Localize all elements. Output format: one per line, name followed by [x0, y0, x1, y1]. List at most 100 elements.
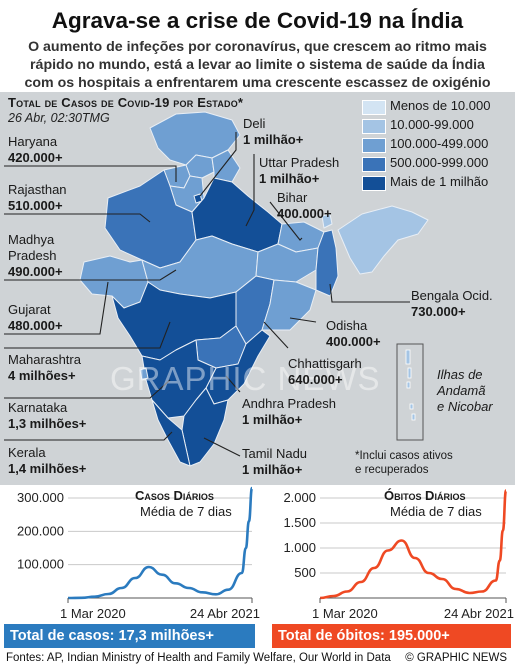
x-tick-label: 1 Mar 2020: [60, 606, 126, 621]
subtitle: O aumento de infeções por coronavírus, q…: [0, 38, 515, 92]
leader-lines: [4, 132, 410, 457]
y-tick-label: 300.000: [17, 490, 64, 505]
andaman-islands: [405, 349, 416, 421]
state-name: Bengala Ocid.: [411, 288, 493, 303]
subtitle-line: rápido no mundo, está a levar ao limite …: [30, 57, 485, 73]
state-name: Chhattisgarh: [288, 356, 362, 371]
legend-swatch: [362, 157, 386, 172]
state-jharkhand: [255, 243, 319, 283]
state-name: Kerala: [8, 445, 46, 460]
total-cases-bar: Total de casos: 17,3 milhões+: [4, 624, 255, 648]
label-gujarat: Gujarat 480.000+: [8, 302, 63, 334]
y-tick-label: 100.000: [17, 557, 64, 572]
leader-odisha: [289, 317, 317, 323]
state-goa: [139, 367, 149, 381]
label-madhya-pradesh: Madhya Pradesh 490.000+: [8, 232, 63, 280]
state-value: 1 milhão+: [243, 132, 304, 147]
y-tick-label: 500: [294, 565, 316, 580]
state-name: Karnataka: [8, 400, 68, 415]
leader-andhra-pradesh: [225, 375, 241, 393]
state-name: Uttar Pradesh: [259, 155, 340, 170]
footnote: *Inclui casos ativos e recuperados: [355, 449, 453, 477]
map-title: Total de Casos de Covid-19 por Estado*: [8, 95, 244, 110]
label-haryana: Haryana 420.000+: [8, 134, 63, 166]
leader-kerala: [4, 431, 173, 441]
andaman-label-line: Andamã: [437, 383, 486, 398]
label-bengala: Bengala Ocid. 730.000+: [411, 288, 493, 320]
state-name: Rajasthan: [8, 182, 67, 197]
state-value: 1 milhão+: [259, 171, 320, 186]
page-title: Agrava-se a crise de Covid-19 na Índia: [51, 8, 464, 33]
state-name: Madhya: [8, 232, 55, 247]
state-west-bengal: [315, 229, 339, 297]
y-tick-label: 2.000: [283, 490, 316, 505]
y-tick-label: 1.500: [283, 515, 316, 530]
state-value: 1,4 milhões+: [8, 461, 87, 476]
label-rajasthan: Rajasthan 510.000+: [8, 182, 67, 214]
state-value: 640.000+: [288, 372, 343, 387]
legend-label: Mais de 1 milhão: [390, 174, 489, 189]
y-tick-label: 200.000: [17, 523, 64, 538]
andaman-label-line: e Nicobar: [437, 399, 493, 414]
state-name: Deli: [243, 116, 266, 131]
x-tick-label: 1 Mar 2020: [312, 606, 378, 621]
state-name: Bihar: [277, 190, 308, 205]
subtitle-line: com os hospitais a enfrentarem uma cresc…: [24, 75, 491, 91]
leader-uttar-pradesh: [245, 154, 255, 227]
legend-swatch: [362, 100, 386, 115]
y-tick-label: 1.000: [283, 540, 316, 555]
label-uttar-pradesh: Uttar Pradesh 1 milhão+: [259, 155, 339, 187]
legend-swatch: [362, 176, 386, 191]
legend-label: Menos de 10.000: [390, 98, 491, 113]
state-name: Pradesh: [8, 248, 57, 263]
leader-karnataka: [4, 379, 171, 399]
legend-label: 10.000-99.000: [390, 117, 474, 132]
state-name: Haryana: [8, 134, 58, 149]
leader-haryana: [4, 165, 177, 182]
footnote-line: *Inclui casos ativos: [355, 450, 453, 462]
leader-bihar: [269, 201, 303, 241]
legend-item: 10.000-99.000: [355, 116, 505, 134]
map-date: 26 Abr, 02:30TMG: [8, 111, 110, 125]
leader-chhattisgarh: [263, 321, 289, 349]
series-line: [319, 489, 508, 600]
label-tamil-nadu: Tamil Nadu 1 milhão+: [242, 446, 307, 478]
legend-swatch: [362, 138, 386, 153]
andaman-label-line: Ilhas de: [437, 367, 483, 382]
brand-credit: © GRAPHIC NEWS: [405, 652, 507, 664]
sources: Fontes: AP, Indian Ministry of Health an…: [6, 652, 391, 664]
deaths-chart-title: Óbitos Diários: [384, 488, 466, 503]
leader-tamil-nadu: [203, 437, 241, 457]
state-value: 400.000+: [326, 334, 381, 349]
andaman-label: Ilhas de Andamã e Nicobar: [437, 367, 493, 415]
state-name: Gujarat: [8, 302, 51, 317]
cases-chart-title: Casos Diários: [135, 488, 214, 503]
label-andhra-pradesh: Andhra Pradesh 1 milhão+: [242, 396, 336, 428]
state-name: Tamil Nadu: [242, 446, 308, 461]
legend-label: 100.000-499.000: [390, 136, 489, 151]
leader-bengala: [329, 283, 410, 303]
state-value: 490.000+: [8, 264, 63, 279]
state-value: 4 milhões+: [8, 368, 76, 383]
label-kerala: Kerala 1,4 milhões+: [8, 445, 86, 477]
label-chhattisgarh: Chhattisgarh 640.000+: [288, 356, 362, 388]
deaths-chart: 500 1.000 1.500 2.000 1 Mar 2020 24 Abr 2021: [283, 489, 514, 621]
state-value: 510.000+: [8, 198, 63, 213]
legend-item: Mais de 1 milhão: [355, 173, 505, 191]
leader-madhya-pradesh: [4, 269, 177, 281]
label-odisha: Odisha 400.000+: [326, 318, 381, 350]
watermark: GRAPHIC NEWS: [110, 360, 381, 397]
legend-item: 100.000-499.000: [355, 135, 505, 153]
footnote-line: e recuperados: [355, 464, 429, 476]
label-maharashtra: Maharashtra 4 milhões+: [8, 352, 81, 384]
subtitle-line: O aumento de infeções por coronavírus, q…: [28, 39, 487, 55]
state-value: 1 milhão+: [242, 462, 303, 477]
state-value: 1 milhão+: [242, 412, 303, 427]
state-value: 1,3 milhões+: [8, 416, 87, 431]
leader-maharashtra: [4, 321, 171, 349]
state-value: 420.000+: [8, 150, 63, 165]
cases-chart-subtitle: Média de 7 dias: [140, 504, 232, 519]
label-deli: Deli 1 milhão+: [243, 116, 303, 148]
label-karnataka: Karnataka 1,3 milhões+: [8, 400, 86, 432]
india-map: [4, 111, 429, 467]
